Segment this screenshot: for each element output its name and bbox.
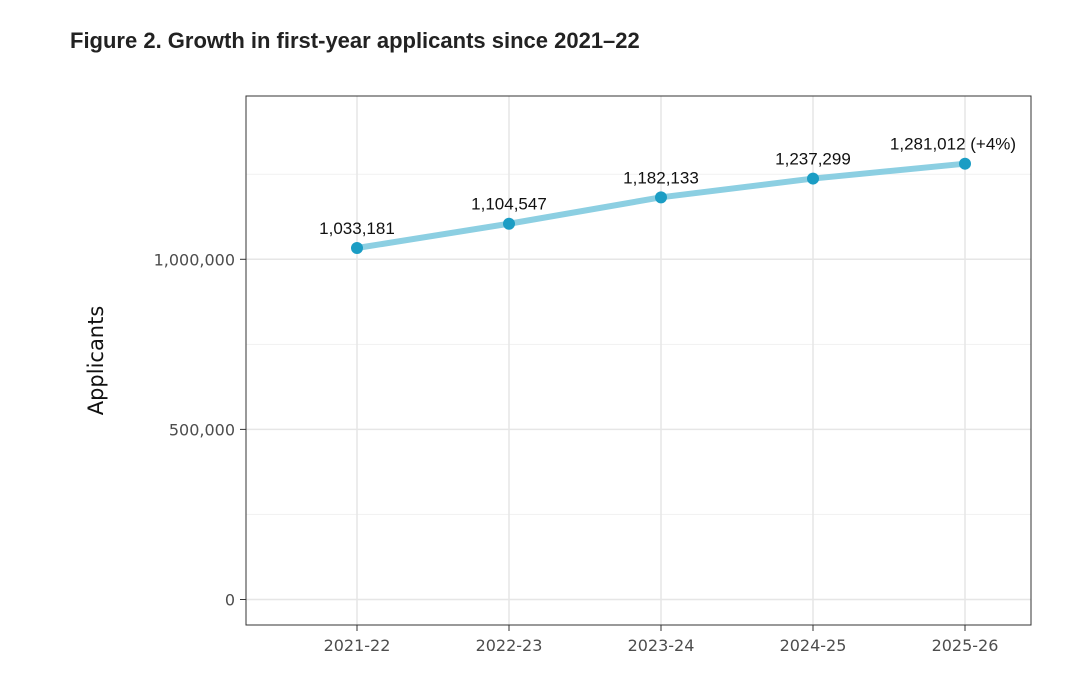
x-tick-label: 2024-25 — [780, 636, 847, 655]
panel-border — [245, 95, 1032, 626]
x-tick-label: 2022-23 — [476, 636, 543, 655]
y-tick-label: 1,000,000 — [154, 250, 235, 269]
data-point — [655, 191, 667, 204]
x-tick-label: 2021-22 — [324, 636, 391, 655]
grid-lines — [246, 96, 1031, 625]
y-tick-label: 0 — [225, 590, 235, 609]
data-point — [351, 242, 363, 255]
y-tick-label: 500,000 — [169, 420, 235, 439]
data-label: 1,104,547 — [471, 195, 547, 214]
data-label: 1,237,299 — [775, 150, 851, 169]
data-point — [959, 157, 971, 170]
data-labels: 1,033,181 1,104,547 1,182,133 1,237,299 1,28… — [319, 135, 1016, 238]
data-points — [351, 157, 971, 255]
data-point — [503, 217, 515, 230]
x-tick-label: 2023-24 — [628, 636, 695, 655]
axes: 0 500,000 1,000,000 2021-22 2022-23 2023-24 20… — [84, 95, 1032, 655]
chart-title: Figure 2. Growth in first-year applicant… — [70, 28, 640, 53]
y-axis-title: Applicants — [84, 306, 108, 416]
data-label: 1,182,133 — [623, 168, 699, 187]
x-tick-label: 2025-26 — [932, 636, 999, 655]
data-label: 1,281,012 (+4%) — [890, 135, 1016, 154]
data-point — [807, 172, 819, 185]
data-label: 1,033,181 — [319, 219, 395, 238]
